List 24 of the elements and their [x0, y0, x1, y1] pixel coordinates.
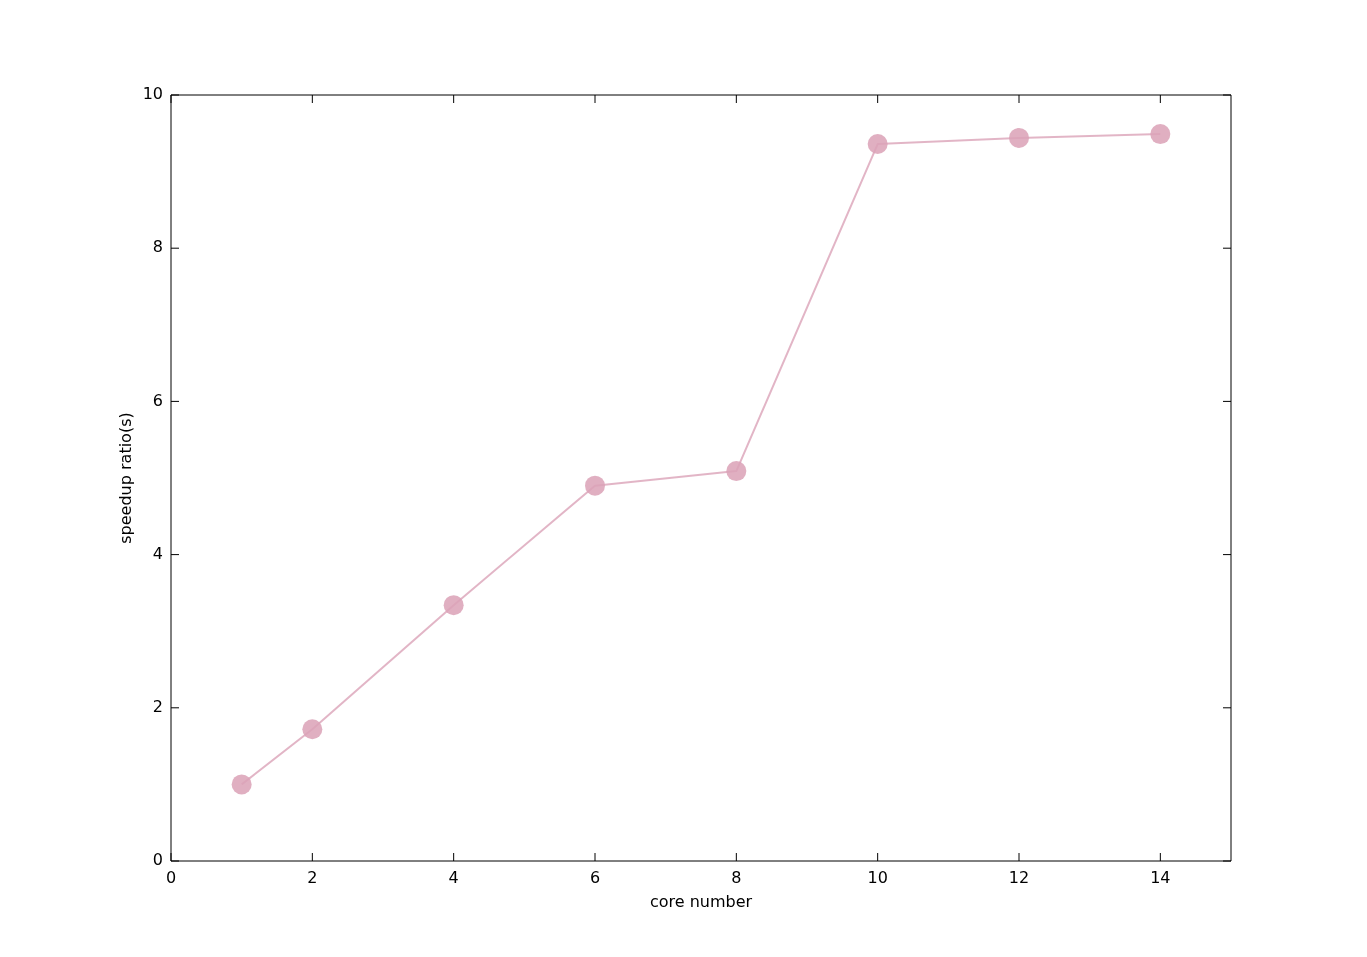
x-tick-label: 14 [1150, 867, 1171, 887]
point [726, 461, 747, 482]
y-tick-label: 6 [152, 390, 163, 410]
point [1009, 127, 1029, 148]
x-tick-label: 10 [867, 867, 888, 887]
y-tick-label: 4 [152, 543, 163, 563]
point [867, 134, 888, 155]
x-axis-title: core number [649, 891, 753, 911]
y-axis-title: speedup ratio(s) [115, 412, 135, 544]
point [585, 475, 605, 496]
point [231, 774, 252, 795]
x-tick-label: 6 [589, 867, 601, 887]
x-tick-label: 0 [165, 867, 177, 887]
y-tick-label: 2 [152, 696, 163, 716]
x-tick-label: 12 [1008, 867, 1030, 887]
point [443, 595, 464, 616]
point [302, 719, 323, 740]
x-tick-label: 2 [307, 867, 318, 887]
y-tick-label: 10 [142, 84, 163, 104]
x-tick-label: 8 [731, 867, 742, 887]
point [1150, 124, 1171, 145]
y-tick-label: 0 [152, 850, 163, 870]
y-tick-label: 8 [152, 237, 163, 257]
x-tick-label: 4 [448, 867, 459, 887]
